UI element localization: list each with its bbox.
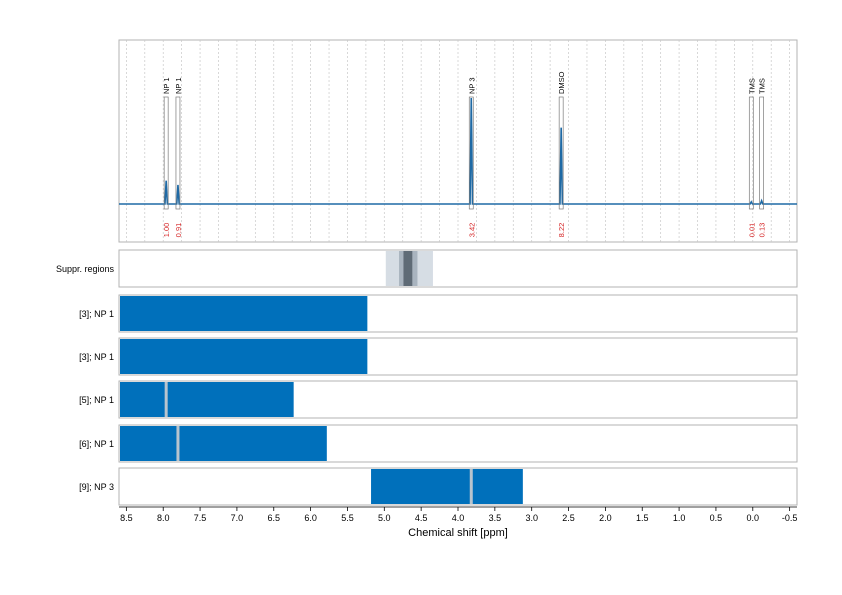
peak-integral: 1.00 [162,223,171,238]
peak-integral: 0.13 [758,223,767,238]
range-bar [120,296,368,331]
x-tick-label: 3.0 [525,513,538,523]
range-bar [371,469,523,504]
peak-box [558,96,564,210]
peak-label: NP 1 [162,77,171,94]
x-tick-label: 8.5 [120,513,133,523]
x-tick-label: 0.5 [710,513,723,523]
peak-box [175,96,181,210]
peak-label: TMS [747,78,756,94]
peak-box [468,96,474,210]
x-tick-label: 7.0 [231,513,244,523]
track-row: [9]; NP 3 [79,467,798,506]
track-row: Suppr. regions [56,249,798,288]
range-bar [120,382,294,417]
x-axis-label: Chemical shift [ppm] [408,527,508,539]
suppression-region [403,251,413,286]
peak-marker [469,469,473,504]
peak-label: NP 3 [467,77,476,94]
peak-label: TMS [758,78,767,94]
x-tick-label: 6.0 [304,513,317,523]
peak-marker [176,426,180,461]
x-tick-label: 1.5 [636,513,649,523]
track-label: [9]; NP 3 [79,482,114,492]
x-tick-label: 1.0 [673,513,686,523]
spectrum-line [119,97,797,205]
x-tick-label: -0.5 [782,513,798,523]
track-label: [3]; NP 1 [79,352,114,362]
track-label: [6]; NP 1 [79,439,114,449]
x-tick-label: 3.5 [489,513,502,523]
x-tick-label: 5.5 [341,513,354,523]
track-label: [3]; NP 1 [79,309,114,319]
range-bar [120,426,327,461]
x-tick-label: 7.5 [194,513,207,523]
track-row: [6]; NP 1 [79,424,798,463]
x-tick-label: 2.0 [599,513,612,523]
x-tick-label: 8.0 [157,513,170,523]
range-tracks: Suppr. regions [3]; NP 1 [3]; NP 1 [5]; NP … [56,249,798,506]
peak-integral: 0.91 [174,223,183,238]
peak-integral: 0.01 [747,223,756,238]
track-label: Suppr. regions [56,264,115,274]
x-tick-label: 6.5 [268,513,281,523]
x-tick-label: 2.5 [562,513,575,523]
track-label: [5]; NP 1 [79,395,114,405]
x-tick-label: 0.0 [747,513,760,523]
peak-integral: 3.42 [467,223,476,238]
peak-box [748,96,754,210]
peak-label: NP 1 [174,77,183,94]
track-row: [3]; NP 1 [79,294,798,333]
track-row: [3]; NP 1 [79,337,798,376]
x-axis: 8.5 8.0 7.5 7.0 6.5 6.0 5.5 5.0 4.5 4.0 3.5 3.0 2.5 2… [119,506,798,523]
peak-integral: 8.22 [557,223,566,238]
x-tick-label: 5.0 [378,513,391,523]
peak-box [759,96,764,210]
track-frame [118,249,798,288]
range-bar [120,339,368,374]
track-row: [5]; NP 1 [79,380,798,419]
peak-box [163,96,169,210]
peak-label: DMSO [557,71,566,94]
x-tick-label: 4.0 [452,513,465,523]
x-tick-label: 4.5 [415,513,428,523]
peak-marker [164,382,168,417]
spectrum-panel: NP 1 1.00 NP 1 0.91 NP 3 3.42 DMSO 8.22 TMS 0.01 T… [118,39,798,243]
